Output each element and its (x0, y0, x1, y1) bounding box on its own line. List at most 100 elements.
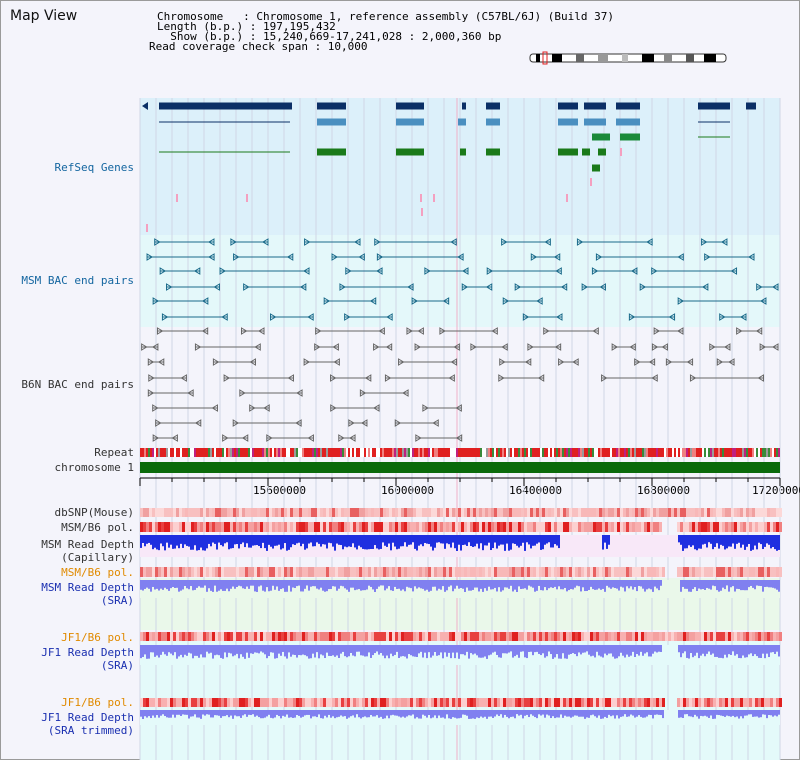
polymorphism-cell (614, 567, 617, 577)
read-depth-bar (306, 535, 308, 549)
polymorphism-cell (779, 632, 782, 641)
read-depth-bar (484, 580, 486, 589)
track-label-msm-bac[interactable]: MSM BAC end pairs (21, 274, 134, 287)
read-depth-bar (750, 645, 752, 654)
read-depth-bar (410, 535, 412, 545)
track-label-msm-depth-cap[interactable]: MSM Read Depth (41, 538, 134, 551)
polymorphism-cell (599, 698, 602, 707)
polymorphism-cell (725, 567, 728, 577)
read-depth-bar (326, 535, 328, 549)
read-depth-bar (726, 580, 728, 586)
polymorphism-cell (461, 508, 464, 517)
read-depth-bar (234, 580, 236, 589)
read-depth-bar (580, 645, 582, 655)
read-depth-bar (604, 710, 606, 717)
polymorphism-cell (329, 632, 332, 641)
repeat-element (752, 448, 754, 457)
polymorphism-cell (629, 508, 632, 517)
repeat-element (588, 448, 590, 457)
polymorphism-cell (386, 567, 389, 577)
polymorphism-cell (722, 567, 725, 577)
read-depth-bar (742, 535, 744, 545)
read-depth-bar (444, 710, 446, 719)
read-depth-bar (538, 710, 540, 715)
polymorphism-cell (140, 522, 143, 532)
track-label-dbsnp[interactable]: dbSNP(Mouse) (54, 506, 134, 519)
polymorphism-cell (212, 522, 215, 532)
polymorphism-cell (212, 567, 215, 577)
polymorphism-cell (653, 567, 656, 577)
track-label-b6n-bac[interactable]: B6N BAC end pairs (21, 378, 134, 391)
polymorphism-cell (257, 632, 260, 641)
read-depth-bar (306, 645, 308, 657)
b6n-bac-pair-end (180, 374, 187, 382)
repeat-element (434, 448, 436, 457)
read-depth-bar (644, 580, 646, 592)
read-depth-bar (706, 645, 708, 654)
polymorphism-cell (584, 698, 587, 707)
track-label-jf1-depth-trim[interactable]: JF1 Read Depth (41, 711, 134, 724)
track-label-msm-b6-pol[interactable]: MSM/B6 pol. (61, 521, 134, 534)
read-depth-bar (544, 645, 546, 658)
polymorphism-cell (179, 698, 182, 707)
read-depth-bar (610, 645, 612, 654)
msm-bac-pair-end (530, 253, 538, 261)
track-label-chromosome[interactable]: chromosome 1 (54, 461, 134, 474)
read-depth-bar (378, 710, 380, 718)
repeat-element (340, 448, 342, 457)
read-depth-bar (290, 580, 292, 592)
polymorphism-cell (527, 567, 530, 577)
track-label-msm-depth-sra[interactable]: MSM Read Depth (41, 581, 134, 594)
read-depth-bar (546, 535, 548, 544)
b6n-bac-pair-end (263, 404, 270, 412)
chromosome-bar (140, 462, 780, 473)
track-label-jf1-b6-pol[interactable]: JF1/B6 pol. (61, 631, 134, 644)
polymorphism-cell (635, 508, 638, 517)
repeat-element (420, 448, 422, 457)
read-depth-bar (432, 580, 434, 587)
track-label-msm-b6-pol-2[interactable]: MSM/B6 pol. (61, 566, 134, 579)
read-depth-bar (538, 535, 540, 543)
polymorphism-cell (275, 567, 278, 577)
polymorphism-cell (344, 567, 347, 577)
read-depth-bar (386, 580, 388, 589)
repeat-element (726, 448, 728, 457)
read-depth-bar (488, 580, 490, 587)
refseq-mark (421, 208, 423, 216)
track-label-refseq[interactable]: RefSeq Genes (54, 161, 134, 174)
read-depth-bar (266, 580, 268, 588)
polymorphism-cell (371, 698, 374, 707)
polymorphism-cell (254, 508, 257, 517)
track-label-jf1-depth-sra[interactable]: JF1 Read Depth (41, 646, 134, 659)
msm-bac-pair-end (331, 253, 339, 261)
polymorphism-cell (308, 632, 311, 641)
polymorphism-cell (578, 567, 581, 577)
polymorphism-cell (272, 522, 275, 532)
repeat-element (480, 448, 482, 457)
polymorphism-cell (299, 567, 302, 577)
b6n-bac-pair-end (212, 358, 220, 366)
polymorphism-cell (425, 522, 428, 532)
read-depth-bar (338, 535, 340, 545)
read-depth-bar (156, 710, 158, 716)
refseq-transcript (458, 118, 466, 126)
read-depth-bar (380, 580, 382, 586)
read-depth-bar (330, 645, 332, 657)
read-depth-bar (402, 645, 404, 657)
track-label-jf1-b6-pol-2[interactable]: JF1/B6 pol. (61, 696, 134, 709)
track-label-repeat[interactable]: Repeat (94, 446, 134, 459)
polymorphism-cell (635, 567, 638, 577)
polymorphism-cell (428, 632, 431, 641)
polymorphism-cell (281, 567, 284, 577)
polymorphism-cell (617, 567, 620, 577)
read-depth-bar (716, 710, 718, 715)
polymorphism-cell (476, 522, 479, 532)
read-depth-bar (374, 580, 376, 592)
repeat-element (230, 448, 232, 457)
polymorphism-cell (662, 508, 665, 517)
polymorphism-cell (365, 567, 368, 577)
repeat-element (314, 448, 316, 457)
read-depth-bar (554, 645, 556, 658)
read-depth-bar (260, 535, 262, 549)
